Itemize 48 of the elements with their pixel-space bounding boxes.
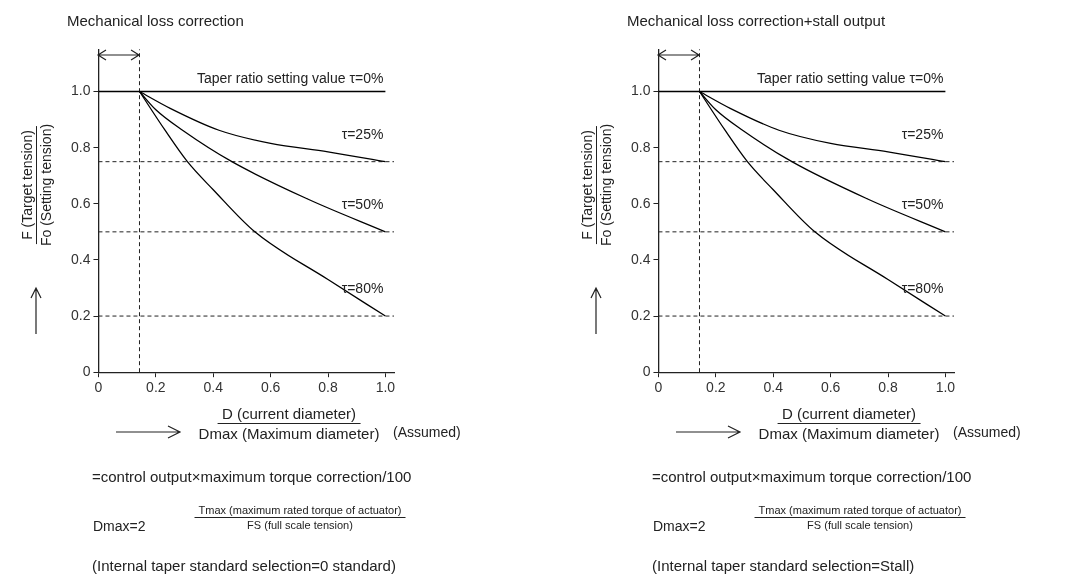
y-tick-label: 1.0 bbox=[630, 82, 651, 99]
text: (Assumed) bbox=[393, 424, 461, 440]
x-tick-label: 0.2 bbox=[706, 379, 726, 396]
x-tick-label: 0.2 bbox=[146, 379, 166, 396]
x-tick-label: 0 bbox=[654, 379, 663, 396]
series-label: τ=50% bbox=[341, 195, 384, 212]
x-axis-title: D (current diameter) Dmax (Maximum diameter) bbox=[197, 405, 381, 442]
chart-title: Mechanical loss correction+stall output bbox=[627, 12, 886, 29]
y-axis-title: F (Target tension) Fo (Setting tension) bbox=[19, 122, 54, 249]
x-axis-title: D (current diameter) Dmax (Maximum diameter) bbox=[757, 405, 941, 442]
y-tick-label: 1.0 bbox=[70, 82, 91, 99]
y-tick-label: 0.8 bbox=[630, 138, 651, 155]
y-tick-label: 0.6 bbox=[70, 194, 91, 211]
x-tick-label: 0.8 bbox=[318, 379, 338, 396]
series-label: τ=80% bbox=[901, 279, 944, 296]
series-label: Taper ratio setting value τ=0% bbox=[756, 70, 944, 87]
x-tick-label: 1.0 bbox=[375, 379, 396, 396]
series-label: τ=50% bbox=[901, 195, 944, 212]
text: Tmax (maximum rated torque of actuator) FS (full scale tension) bbox=[757, 504, 963, 531]
y-axis-title: F (Target tension) Fo (Setting tension) bbox=[579, 122, 614, 249]
text: =control output×maximum torque correction/100 bbox=[652, 468, 972, 485]
text: (Internal taper standard selection=0 standard) bbox=[92, 557, 396, 574]
series-label: τ=25% bbox=[901, 125, 944, 142]
y-tick-label: 0.4 bbox=[630, 250, 651, 267]
text: Dmax=2 bbox=[653, 518, 706, 534]
x-tick-label: 0.4 bbox=[763, 379, 784, 396]
series-label: τ=80% bbox=[341, 279, 384, 296]
y-tick-label: 0 bbox=[642, 363, 651, 380]
chart-title: Mechanical loss correction bbox=[67, 12, 244, 29]
y-tick-label: 0 bbox=[82, 363, 91, 380]
y-tick-label: 0.8 bbox=[70, 138, 91, 155]
y-tick-label: 0.6 bbox=[630, 194, 651, 211]
x-tick-label: 0.6 bbox=[820, 379, 841, 396]
x-tick-label: 0.4 bbox=[203, 379, 224, 396]
y-tick-label: 0.2 bbox=[70, 306, 91, 323]
text: =control output×maximum torque correction/100 bbox=[92, 468, 412, 485]
text: Tmax (maximum rated torque of actuator) FS (full scale tension) bbox=[197, 504, 403, 531]
x-tick-label: 1.0 bbox=[935, 379, 956, 396]
series-label: τ=25% bbox=[341, 125, 384, 142]
text: (Assumed) bbox=[953, 424, 1021, 440]
y-tick-label: 0.2 bbox=[630, 306, 651, 323]
x-tick-label: 0 bbox=[94, 379, 103, 396]
x-tick-label: 0.8 bbox=[878, 379, 898, 396]
text: Dmax=2 bbox=[93, 518, 146, 534]
y-tick-label: 0.4 bbox=[70, 250, 91, 267]
x-tick-label: 0.6 bbox=[260, 379, 281, 396]
series-label: Taper ratio setting value τ=0% bbox=[196, 70, 384, 87]
text: (Internal taper standard selection=Stall) bbox=[652, 557, 915, 574]
